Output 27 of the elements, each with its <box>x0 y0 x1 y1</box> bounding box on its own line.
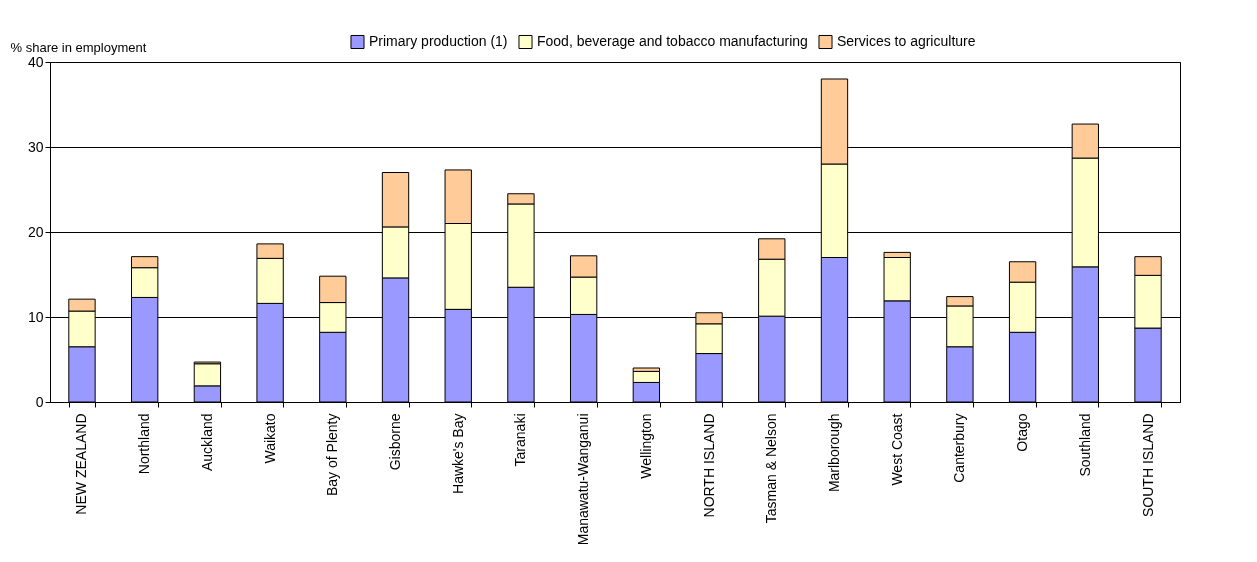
x-tick-label: Manawatu-Wanganui <box>575 413 592 546</box>
x-tick-label: Northland <box>136 413 153 475</box>
x-tick-label: NORTH ISLAND <box>700 413 717 518</box>
x-tick-label: Waikato <box>261 413 278 464</box>
y-tick-label: 10 <box>27 308 44 325</box>
x-tick-label: Bay of Plenty <box>324 413 341 496</box>
y-tick-label: 20 <box>27 223 44 240</box>
x-tick-label: NEW ZEALAND <box>73 413 90 515</box>
x-tick-label: West Coast <box>888 413 905 486</box>
y-tick-label: 0 <box>35 393 44 410</box>
x-tick-label: Otago <box>1014 413 1031 452</box>
x-tick-label: SOUTH ISLAND <box>1139 413 1156 517</box>
y-tick-label: 40 <box>27 53 44 70</box>
x-tick-label: Tasman & Nelson <box>763 413 780 524</box>
legend-label: Food, beverage and tobacco manufacturing <box>537 32 808 49</box>
x-tick-label: Auckland <box>198 413 215 472</box>
x-tick-label: Taranaki <box>512 413 529 467</box>
y-tick-label: 30 <box>27 138 44 155</box>
x-tick-label: Marlborough <box>825 413 842 493</box>
y-axis-title: % share in employment <box>10 39 147 55</box>
legend-label: Primary production (1) <box>369 32 508 49</box>
x-tick-label: Gisborne <box>387 413 404 471</box>
legend-label: Services to agriculture <box>837 32 976 49</box>
x-tick-label: Hawke's Bay <box>449 413 466 494</box>
x-tick-label: Wellington <box>637 413 654 479</box>
x-tick-label: Southland <box>1076 413 1093 477</box>
x-tick-label: Canterbury <box>951 413 968 483</box>
